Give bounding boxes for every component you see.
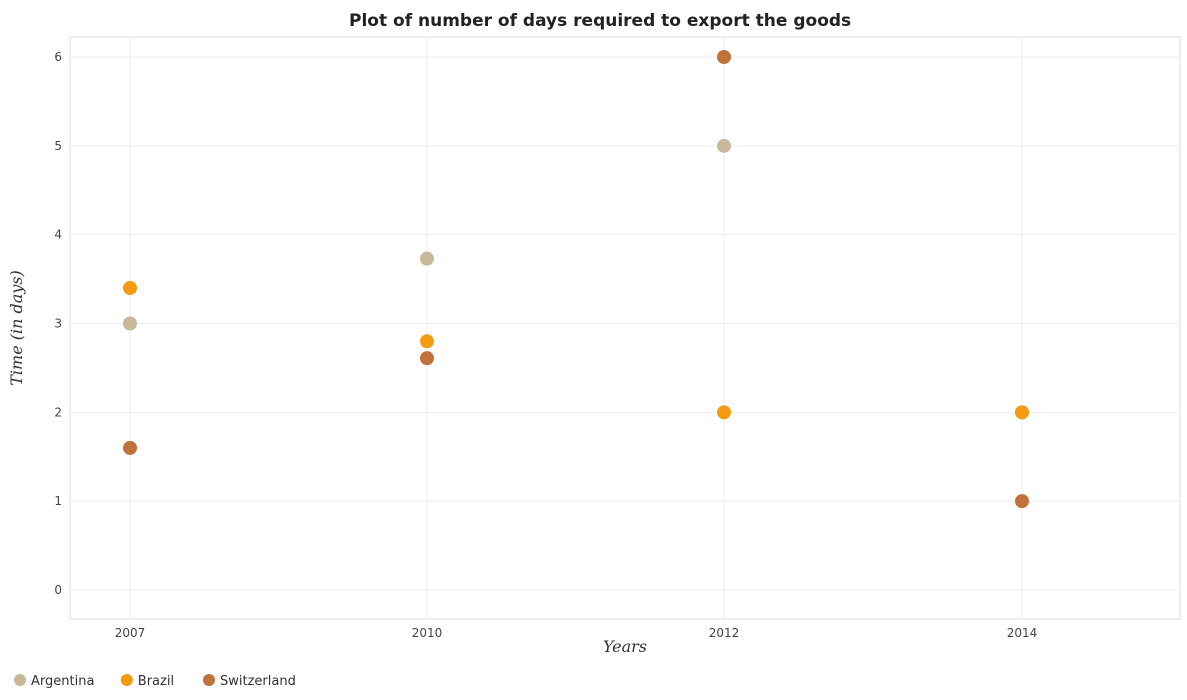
y-tick-label: 0 — [54, 583, 62, 597]
legend: Argentina Brazil Switzerland — [14, 674, 296, 689]
x-tick-label: 2007 — [115, 626, 146, 640]
legend-marker-argentina — [14, 674, 26, 686]
point-argentina-2012 — [717, 138, 731, 153]
legend-label-brazil: Brazil — [138, 674, 174, 689]
x-tick-label: 2014 — [1007, 626, 1038, 640]
data-points — [123, 50, 1029, 509]
y-axis-label: Time (in days) — [7, 270, 26, 386]
legend-marker-brazil — [120, 674, 133, 686]
point-switzerland-2007 — [123, 440, 137, 455]
y-tick-label: 3 — [54, 317, 62, 331]
y-axis: 0 1 2 3 4 5 6 — [54, 50, 62, 597]
grid — [70, 37, 1180, 619]
plot-area: 0 1 2 3 4 5 6 2007 2010 2012 2014 — [54, 36, 1181, 640]
y-tick-label: 4 — [54, 228, 62, 242]
x-tick-label: 2012 — [709, 626, 740, 640]
point-argentina-2007 — [123, 316, 137, 331]
point-brazil-2007 — [123, 280, 137, 295]
x-tick-label: 2010 — [412, 626, 443, 640]
point-brazil-2012 — [717, 405, 731, 420]
point-brazil-2010 — [420, 334, 434, 349]
x-axis: 2007 2010 2012 2014 — [115, 626, 1038, 640]
y-tick-label: 2 — [54, 405, 62, 419]
point-switzerland-2014 — [1015, 494, 1029, 509]
y-tick-label: 1 — [54, 494, 62, 508]
x-axis-label: Years — [603, 637, 647, 656]
legend-label-switzerland: Switzerland — [220, 674, 296, 689]
y-tick-label: 5 — [54, 139, 62, 153]
legend-marker-switzerland — [203, 674, 215, 686]
chart-title: Plot of number of days required to expor… — [349, 11, 851, 31]
legend-label-argentina: Argentina — [31, 674, 94, 689]
point-brazil-2014 — [1015, 405, 1029, 420]
plot-background — [69, 36, 1181, 620]
y-tick-label: 6 — [54, 50, 62, 64]
point-switzerland-2012 — [717, 50, 731, 64]
point-argentina-2010 — [420, 251, 434, 266]
point-switzerland-2010 — [420, 351, 434, 366]
